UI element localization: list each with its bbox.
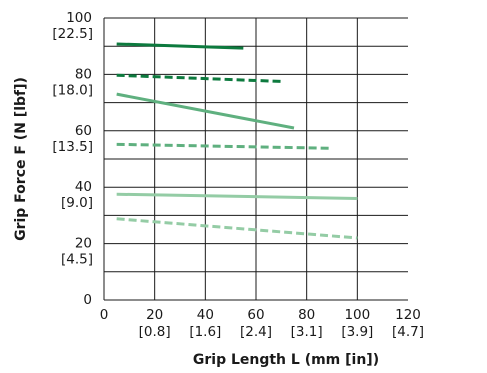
series-line-2 [116,73,282,83]
y-axis-ticks: 0 20[4.5] 40[9.0] 60[13.5] 80[18.0] 100[22.5] [52,10,93,308]
x-tick-label: 0 [100,307,109,323]
chart-series [116,42,358,240]
y-tick-sublabel: [13.5] [52,139,93,155]
x-tick-label: 80 [298,307,315,323]
series-line-6 [116,217,358,240]
x-tick-label: 120 [395,307,421,323]
series-line-1 [116,42,244,50]
y-tick-label: 60 [75,123,92,139]
series-line-4 [116,142,333,150]
y-tick-label: 80 [75,66,92,82]
x-axis-title: Grip Length L (mm [in]) [193,352,379,368]
x-tick-label: 100 [344,307,370,323]
x-tick-label: 40 [197,307,214,323]
y-tick-label: 0 [83,292,92,308]
y-tick-label: 100 [66,10,92,26]
x-tick-label: 60 [247,307,264,323]
series-line-3 [116,92,295,130]
x-axis-ticks: 0 20[0.8] 40[1.6] 60[2.4] 80[3.1] 100[3.9] 120… [100,307,424,340]
x-tick-sublabel: [3.9] [341,324,373,340]
x-tick-sublabel: [1.6] [189,324,221,340]
y-tick-sublabel: [9.0] [61,195,93,211]
x-tick-sublabel: [3.1] [291,324,323,340]
x-tick-sublabel: [2.4] [240,324,272,340]
y-axis-title: Grip Force F (N [lbf]) [13,77,29,241]
x-tick-sublabel: [4.7] [392,324,424,340]
y-tick-sublabel: [18.0] [52,82,93,98]
series-line-5 [116,192,358,200]
y-tick-sublabel: [4.5] [61,252,93,268]
chart-grid [103,17,408,301]
x-tick-sublabel: [0.8] [139,324,171,340]
y-tick-label: 40 [75,179,92,195]
y-tick-sublabel: [22.5] [52,26,93,42]
y-tick-label: 20 [75,236,92,252]
x-tick-label: 20 [146,307,163,323]
